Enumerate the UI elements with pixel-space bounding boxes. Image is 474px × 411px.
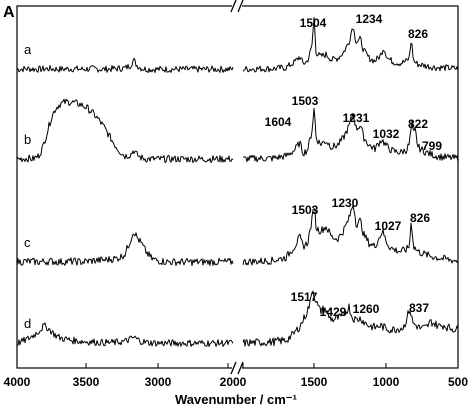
x-tick-label-4000: 4000	[4, 375, 31, 389]
peak-label-a-1504: 1504	[300, 16, 327, 30]
peak-label-d-1260: 1260	[353, 302, 380, 316]
axis-break-slash-bottom-1	[230, 361, 237, 375]
x-tick-label-1000: 1000	[373, 375, 400, 389]
peak-label-c-826: 826	[410, 211, 430, 225]
peak-label-a-1234: 1234	[356, 12, 383, 26]
axis-break-gap-top	[232, 1, 242, 11]
axis-break-slash-bottom-2	[237, 361, 244, 375]
trace-d-segment-2	[242, 290, 459, 347]
x-axis-ticks: 4000 3500 3000 2000 1500 1000 500	[4, 363, 468, 389]
x-tick-label-3500: 3500	[73, 375, 100, 389]
axis-break-slash-top-1	[230, 0, 237, 13]
trace-c-segment-2	[242, 205, 459, 266]
peak-label-c-1027: 1027	[375, 219, 402, 233]
peak-label-d-1517: 1517	[291, 290, 318, 304]
peak-label-d-1429: 1429	[320, 305, 347, 319]
peak-label-b-1032: 1032	[373, 127, 400, 141]
x-tick-label-3000: 3000	[145, 375, 172, 389]
peak-label-b-799: 799	[422, 139, 442, 153]
peak-label-c-1230: 1230	[332, 196, 359, 210]
spectra-traces	[16, 17, 459, 347]
x-axis-title: Wavenumber / cm⁻¹	[175, 392, 297, 407]
axis-break-marks	[230, 0, 244, 375]
x-tick-label-500: 500	[448, 375, 468, 389]
peak-label-b-1231: 1231	[343, 111, 370, 125]
x-tick-label-1500: 1500	[301, 375, 328, 389]
axis-break-slash-top-2	[237, 0, 244, 13]
trace-b-segment-2	[242, 107, 459, 163]
peak-label-d-837: 837	[409, 301, 429, 315]
panel-label: A	[3, 4, 15, 21]
trace-a-segment-2	[242, 17, 459, 73]
trace-labels: a b c d	[24, 42, 32, 331]
trace-label-c: c	[24, 235, 31, 250]
trace-a-segment-1	[16, 57, 234, 73]
trace-d-segment-1	[16, 322, 234, 347]
trace-label-b: b	[24, 132, 31, 147]
peak-label-b-1604: 1604	[265, 115, 292, 129]
trace-c-segment-1	[16, 232, 234, 267]
peak-label-a-826: 826	[408, 27, 428, 41]
peak-label-b-822: 822	[408, 117, 428, 131]
x-tick-label-2000: 2000	[220, 375, 247, 389]
peak-label-b-1503: 1503	[292, 94, 319, 108]
peak-label-c-1503: 1503	[292, 203, 319, 217]
trace-label-d: d	[24, 316, 31, 331]
trace-label-a: a	[24, 42, 32, 57]
trace-b-segment-1	[16, 98, 234, 164]
axis-break-gap-bottom	[232, 363, 242, 373]
